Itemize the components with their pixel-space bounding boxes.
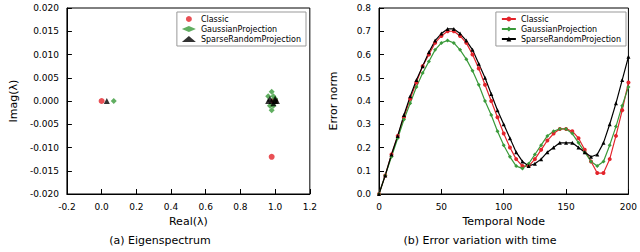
svg-text:1.0: 1.0: [268, 202, 283, 212]
svg-text:50: 50: [436, 202, 448, 212]
svg-text:0.5: 0.5: [357, 73, 371, 83]
svg-text:0.6: 0.6: [357, 50, 372, 60]
svg-text:SparseRandomProjection: SparseRandomProjection: [201, 35, 301, 44]
svg-text:0.020: 0.020: [33, 3, 59, 13]
svg-text:0.005: 0.005: [33, 73, 59, 83]
svg-text:0.2: 0.2: [357, 143, 371, 153]
svg-text:150: 150: [557, 202, 574, 212]
svg-text:0.010: 0.010: [33, 50, 59, 60]
svg-text:0.4: 0.4: [164, 202, 179, 212]
svg-text:-0.005: -0.005: [30, 119, 59, 129]
svg-text:1.2: 1.2: [303, 202, 317, 212]
svg-text:0.015: 0.015: [33, 26, 59, 36]
svg-text:0.6: 0.6: [199, 202, 214, 212]
svg-text:(b) Error variation with time: (b) Error variation with time: [403, 234, 556, 247]
svg-text:(a) Eigenspectrum: (a) Eigenspectrum: [109, 234, 211, 247]
svg-text:100: 100: [495, 202, 512, 212]
svg-text:Temporal Node: Temporal Node: [461, 215, 545, 228]
svg-text:0.8: 0.8: [233, 202, 248, 212]
svg-text:-0.020: -0.020: [30, 189, 59, 199]
svg-text:0.8: 0.8: [357, 3, 372, 13]
svg-text:Error norm: Error norm: [327, 71, 340, 130]
svg-text:0.3: 0.3: [357, 119, 371, 129]
svg-text:SparseRandomProjection: SparseRandomProjection: [521, 35, 621, 44]
svg-text:0.0: 0.0: [94, 202, 109, 212]
svg-text:0: 0: [376, 202, 382, 212]
svg-text:-0.010: -0.010: [30, 143, 59, 153]
svg-text:GaussianProjection: GaussianProjection: [521, 25, 597, 34]
svg-text:Real(λ): Real(λ): [169, 215, 208, 228]
svg-text:0.4: 0.4: [357, 96, 372, 106]
svg-text:0.2: 0.2: [129, 202, 143, 212]
svg-text:0.000: 0.000: [33, 96, 59, 106]
svg-text:200: 200: [620, 202, 637, 212]
svg-text:0.1: 0.1: [357, 166, 371, 176]
svg-text:Classic: Classic: [201, 15, 229, 24]
svg-text:-0.2: -0.2: [58, 202, 76, 212]
svg-text:0.7: 0.7: [357, 26, 371, 36]
svg-text:Imag(λ): Imag(λ): [7, 80, 20, 123]
svg-text:GaussianProjection: GaussianProjection: [201, 25, 277, 34]
svg-text:0.0: 0.0: [357, 189, 372, 199]
svg-text:Classic: Classic: [521, 15, 549, 24]
svg-text:-0.015: -0.015: [30, 166, 59, 176]
